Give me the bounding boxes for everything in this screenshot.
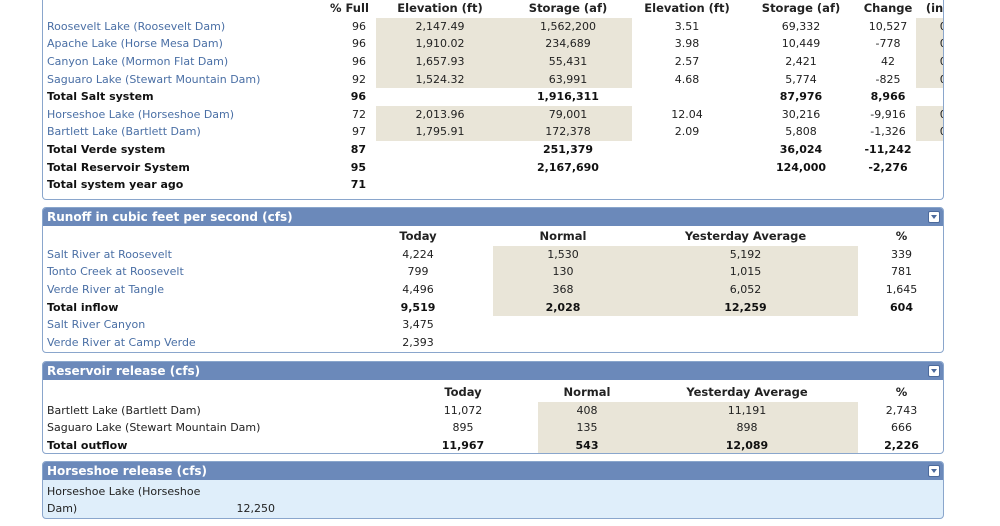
col-normal: Normal	[538, 384, 636, 402]
reservoir-name-link[interactable]: Canyon Lake (Mormon Flat Dam)	[47, 55, 229, 69]
col-storage: Storage (af)	[504, 0, 632, 18]
table-row: Salt River Canyon 3,475	[43, 316, 943, 334]
table-row: Saguaro Lake (Stewart Mountain Dam) 895 …	[43, 419, 943, 437]
horseshoe-panel-title: Horseshoe release (cfs)	[47, 464, 208, 478]
gauge-name-link[interactable]: Tonto Creek at Roosevelt	[47, 265, 184, 279]
col-inches: (inches)	[916, 0, 943, 18]
table-row: Bartlett Lake (Bartlett Dam) 11,072 408 …	[43, 401, 943, 420]
runoff-table: Today Normal Yesterday Average % Salt Ri…	[43, 228, 943, 352]
table-row: Verde River at Tangle 4,496 368 6,052 1,…	[43, 280, 943, 299]
col-yesterday-average: Yesterday Average	[636, 384, 858, 402]
col-yesterday-average: Yesterday Average	[633, 228, 858, 246]
col-elevation: Elevation (ft)	[376, 0, 504, 18]
col-percent: %	[858, 384, 943, 402]
runoff-panel-header: Runoff in cubic feet per second (cfs)	[43, 208, 943, 226]
col-storage-change: Storage (af)	[742, 0, 860, 18]
reservoir-table: % Full Elevation (ft) Storage (af) Eleva…	[43, 0, 943, 194]
reservoir-header-row: % Full Elevation (ft) Storage (af) Eleva…	[43, 0, 943, 18]
runoff-header-row: Today Normal Yesterday Average %	[43, 228, 943, 246]
horseshoe-release-panel: Horseshoe release (cfs) Horseshoe Lake (…	[42, 461, 944, 519]
reservoir-status-panel: % Full Elevation (ft) Storage (af) Eleva…	[42, 0, 944, 200]
table-row: Saguaro Lake (Stewart Mountain Dam) 92 1…	[43, 70, 943, 88]
reservoir-name-link[interactable]: Apache Lake (Horse Mesa Dam)	[47, 37, 223, 51]
reservoir-name-link[interactable]: Horseshoe Lake (Horseshoe Dam)	[47, 107, 235, 121]
total-salt-row: Total Salt system 96 1,916,311 87,976 8,…	[47, 90, 906, 104]
table-row: Roosevelt Lake (Roosevelt Dam) 96 2,147.…	[43, 17, 943, 36]
collapse-toggle-icon[interactable]	[928, 465, 940, 477]
total-verde-row: Total Verde system 87 251,379 36,024 -11…	[47, 143, 912, 157]
col-today: Today	[343, 228, 493, 246]
table-row: Horseshoe Lake (Horseshoe Dam) 72 2,013.…	[43, 105, 943, 124]
runoff-panel: Runoff in cubic feet per second (cfs) To…	[42, 207, 944, 353]
total-year-ago-row: Total system year ago 71	[47, 178, 366, 192]
table-row: Verde River at Camp Verde 2,393	[43, 334, 943, 352]
release-table: Today Normal Yesterday Average % Bartlet…	[43, 384, 943, 453]
gauge-name-link[interactable]: Verde River at Tangle	[47, 283, 164, 297]
col-normal: Normal	[493, 228, 633, 246]
table-row: Apache Lake (Horse Mesa Dam) 96 1,910.02…	[43, 35, 943, 53]
horseshoe-panel-header: Horseshoe release (cfs)	[43, 462, 943, 480]
release-panel-title: Reservoir release (cfs)	[47, 364, 201, 378]
reservoir-name-link[interactable]: Roosevelt Lake (Roosevelt Dam)	[47, 19, 226, 33]
table-row: Canyon Lake (Mormon Flat Dam) 96 1,657.9…	[43, 52, 943, 71]
reservoir-name-link[interactable]: Bartlett Lake (Bartlett Dam)	[47, 125, 201, 139]
gauge-name-link[interactable]: Salt River Canyon	[47, 318, 146, 332]
horseshoe-release-name: Horseshoe Lake (Horseshoe Dam)	[47, 485, 201, 515]
release-panel-header: Reservoir release (cfs)	[43, 362, 943, 380]
col-percent-full: % Full	[330, 0, 376, 18]
gauge-name-link[interactable]: Salt River at Roosevelt	[47, 247, 172, 261]
table-row: Salt River at Roosevelt 4,224 1,530 5,19…	[43, 245, 943, 264]
reservoir-name-link[interactable]: Saguaro Lake (Stewart Mountain Dam)	[47, 72, 261, 86]
col-elevation-change: Elevation (ft)	[632, 0, 742, 18]
release-header-row: Today Normal Yesterday Average %	[43, 384, 943, 402]
runoff-panel-title: Runoff in cubic feet per second (cfs)	[47, 210, 293, 224]
gauge-name-link[interactable]: Verde River at Camp Verde	[47, 335, 196, 349]
col-change: Change	[860, 0, 916, 18]
col-percent: %	[858, 228, 943, 246]
total-outflow-row: Total outflow 11,967 543 12,089 2,226	[43, 436, 943, 453]
total-inflow-row: Total inflow 9,519 2,028 12,259 604	[43, 298, 943, 316]
collapse-toggle-icon[interactable]	[928, 365, 940, 377]
collapse-toggle-icon[interactable]	[928, 211, 940, 223]
col-today: Today	[388, 384, 538, 402]
release-panel: Reservoir release (cfs) Today Normal Yes…	[42, 361, 944, 454]
horseshoe-release-value: 12,250	[236, 502, 276, 515]
table-row: Bartlett Lake (Bartlett Dam) 97 1,795.91…	[43, 123, 943, 141]
horseshoe-release-row: Horseshoe Lake (Horseshoe Dam) 12,250	[43, 480, 943, 515]
total-system-row: Total Reservoir System 95 2,167,690 124,…	[47, 160, 908, 174]
table-row: Tonto Creek at Roosevelt 799 130 1,015 7…	[43, 263, 943, 281]
